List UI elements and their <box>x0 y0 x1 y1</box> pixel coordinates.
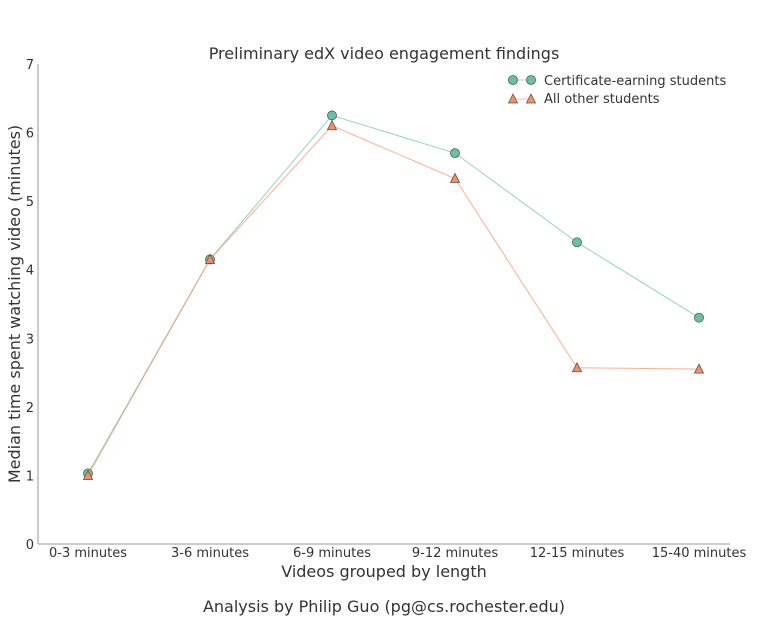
series-certificate <box>83 110 704 479</box>
circle-marker-icon <box>526 75 536 85</box>
data-point-triangle <box>82 469 94 480</box>
x-tick-label: 6-9 minutes <box>293 546 371 561</box>
y-tick-label: 3 <box>26 332 34 347</box>
x-tick-label: 12-15 minutes <box>530 546 625 561</box>
data-point-circle <box>327 110 337 121</box>
y-tick-labels: 0 1 2 3 4 5 6 7 <box>26 58 34 553</box>
data-point-circle <box>450 148 460 159</box>
legend-label: Certificate-earning students <box>544 74 726 89</box>
y-tick-label: 2 <box>26 401 34 416</box>
legend: Certificate-earning students All other s… <box>507 74 726 107</box>
data-point-triangle <box>693 363 705 374</box>
circle-marker-icon <box>508 75 518 85</box>
axes <box>37 64 730 545</box>
y-tick-label: 0 <box>26 538 34 553</box>
series-line <box>87 125 700 476</box>
chart-title: Preliminary edX video engagement finding… <box>209 44 560 63</box>
x-tick-label: 9-12 minutes <box>412 546 498 561</box>
data-point-triangle <box>204 253 216 264</box>
y-tick-label: 4 <box>26 264 34 279</box>
y-tick-label: 5 <box>26 195 34 210</box>
y-tick-label: 1 <box>26 469 34 484</box>
series-group <box>82 110 705 480</box>
legend-item-certificate: Certificate-earning students <box>508 74 726 89</box>
x-axis-label: Videos grouped by length <box>281 562 487 581</box>
data-point-triangle <box>326 119 338 131</box>
legend-item-other: All other students <box>507 92 660 107</box>
series-other <box>82 119 705 480</box>
x-tick-label: 0-3 minutes <box>49 546 127 561</box>
y-tick-label: 6 <box>26 127 34 142</box>
triangle-marker-icon <box>525 93 537 104</box>
x-tick-labels: 0-3 minutes 3-6 minutes 6-9 minutes 9-12 mi… <box>49 546 746 561</box>
data-point-triangle <box>571 361 583 373</box>
legend-label: All other students <box>544 92 660 107</box>
data-point-circle <box>572 237 582 248</box>
y-tick-label: 7 <box>26 58 34 73</box>
credit-text: Analysis by Philip Guo (pg@cs.rochester.… <box>203 597 565 616</box>
data-point-triangle <box>449 172 461 183</box>
data-point-circle <box>694 312 704 323</box>
x-tick-label: 15-40 minutes <box>652 546 747 561</box>
triangle-marker-icon <box>507 93 519 104</box>
series-line <box>87 114 700 474</box>
y-axis-label: Median time spent watching video (minute… <box>5 125 24 483</box>
x-tick-label: 3-6 minutes <box>171 546 249 561</box>
